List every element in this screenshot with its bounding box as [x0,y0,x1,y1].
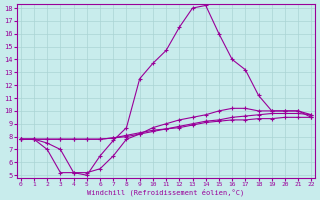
X-axis label: Windchill (Refroidissement éolien,°C): Windchill (Refroidissement éolien,°C) [87,188,245,196]
